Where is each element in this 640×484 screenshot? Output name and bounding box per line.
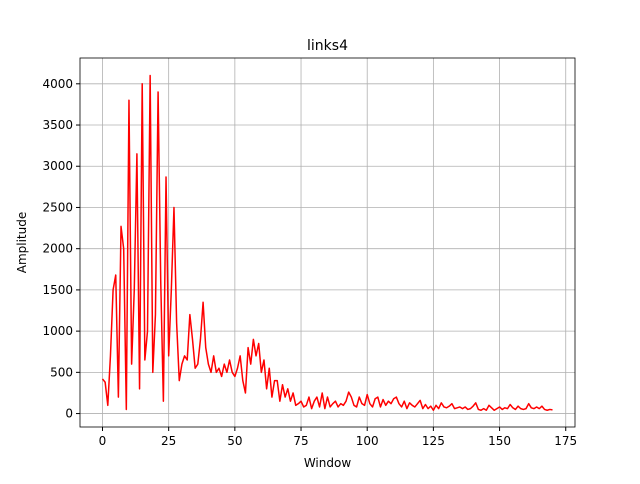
x-tick-label: 50 [227,434,242,448]
x-tick-label: 150 [488,434,511,448]
chart-title: links4 [307,38,348,54]
y-tick-label: 3000 [42,159,73,173]
y-tick-label: 0 [65,407,73,421]
y-tick-label: 4000 [42,77,73,91]
x-tick-label: 0 [99,434,107,448]
y-tick-label: 500 [50,365,73,379]
y-tick-label: 2000 [42,242,73,256]
x-axis-label: Window [304,456,352,470]
x-tick-label: 100 [356,434,379,448]
data-line [101,74,553,412]
x-tick-label: 175 [554,434,577,448]
y-tick-label: 1500 [42,283,73,297]
y-axis-label: Amplitude [15,212,29,274]
plot-frame [79,57,576,428]
x-tick-label: 25 [161,434,176,448]
x-tick-label: 75 [293,434,308,448]
y-tick-label: 3500 [42,118,73,132]
y-tick-label: 1000 [42,324,73,338]
y-tick-label: 2500 [42,200,73,214]
x-tick-label: 125 [422,434,445,448]
